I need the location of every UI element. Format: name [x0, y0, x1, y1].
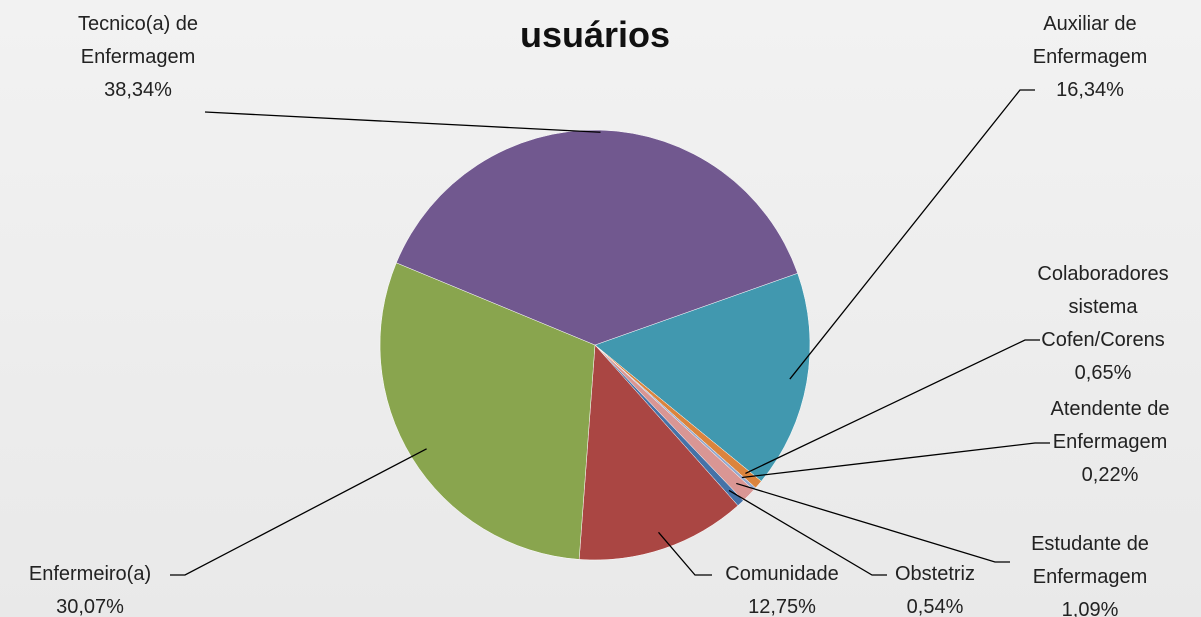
data-label: Tecnico(a) de Enfermagem 38,34% — [71, 8, 206, 107]
pie-slice — [578, 344, 739, 561]
label-category: Tecnico(a) de Enfermagem — [77, 13, 199, 68]
label-value: 12,75% — [748, 596, 816, 617]
pie-slice — [396, 129, 798, 346]
pie-slice — [594, 272, 811, 482]
label-category: Atendente de Enfermagem — [1050, 398, 1170, 453]
data-label: Estudante de Enfermagem 1,09% — [1010, 528, 1170, 617]
leader-line — [728, 489, 887, 576]
leader-line — [745, 339, 1040, 475]
label-category: Obstetriz — [894, 563, 976, 585]
label-category: Auxiliar de Enfermagem — [1032, 13, 1148, 68]
leader-line — [204, 111, 601, 133]
label-value: 1,09% — [1061, 599, 1119, 617]
label-category: Enfermeiro(a) — [28, 563, 152, 585]
label-category: Comunidade — [725, 563, 839, 585]
label-value: 16,34% — [1056, 79, 1124, 101]
chart-title: usuários — [519, 14, 671, 55]
label-category: Estudante de Enfermagem — [1031, 533, 1149, 588]
data-label: Comunidade 12,75% — [707, 558, 857, 617]
leader-line — [658, 531, 712, 576]
pie-slice — [379, 262, 596, 560]
label-value: 0,65% — [1074, 362, 1132, 384]
label-value: 30,07% — [56, 596, 124, 617]
data-label: Enfermeiro(a) 30,07% — [10, 558, 170, 617]
data-label: Obstetriz 0,54% — [875, 558, 995, 617]
label-category: Colaboradores sistema Cofen/Corens — [1037, 263, 1169, 351]
leader-line — [789, 89, 1035, 380]
label-value: 0,54% — [906, 596, 964, 617]
leader-line — [741, 442, 1050, 479]
label-value: 0,22% — [1081, 464, 1139, 486]
leader-line — [736, 482, 1010, 563]
label-value: 38,34% — [104, 79, 172, 101]
data-label: Atendente de Enfermagem 0,22% — [1030, 393, 1190, 492]
leader-line — [170, 448, 427, 576]
data-label: Colaboradores sistema Cofen/Corens 0,65% — [1028, 258, 1178, 390]
data-label: Auxiliar de Enfermagem 16,34% — [1010, 8, 1170, 107]
